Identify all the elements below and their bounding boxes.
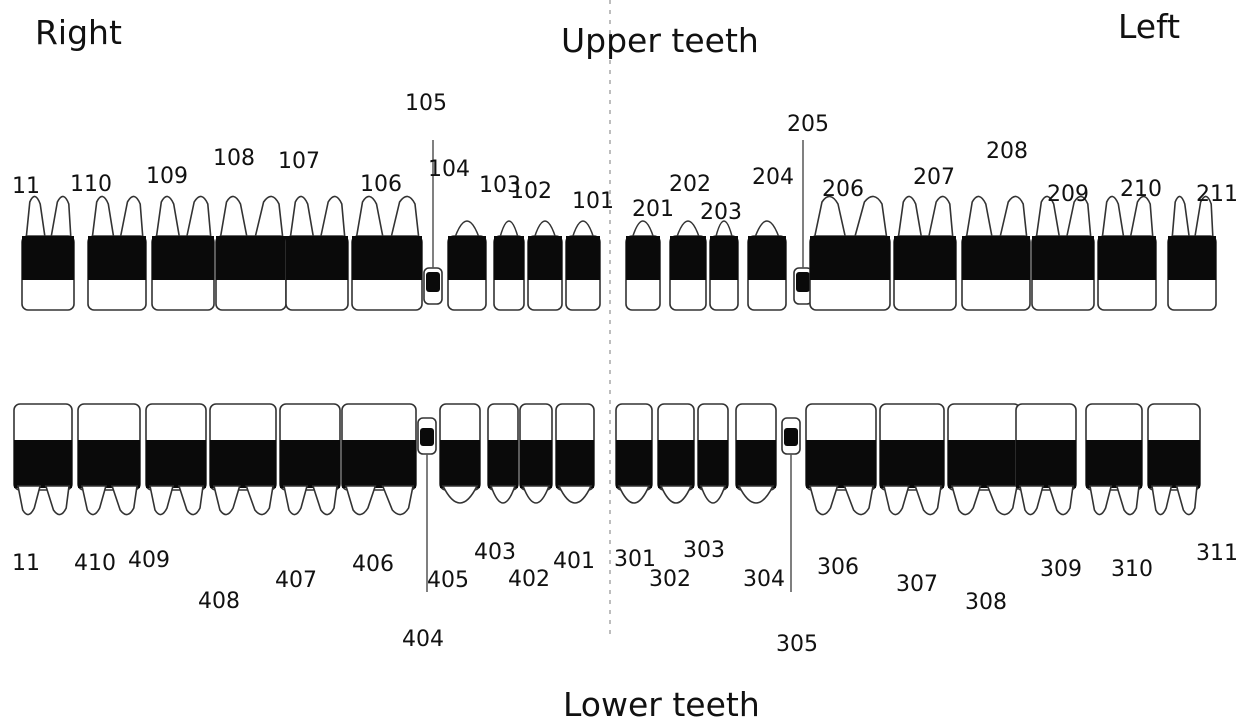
tooth-label-211: 211 (1196, 182, 1238, 207)
tooth-206 (810, 196, 890, 310)
tooth-407 (280, 404, 340, 515)
tooth-108 (216, 196, 286, 310)
tooth-label-109: 109 (146, 164, 188, 189)
tooth-label-308: 308 (965, 590, 1007, 615)
tooth-label-307: 307 (896, 572, 938, 597)
tooth-403 (488, 404, 518, 503)
tooth-401 (556, 404, 594, 503)
tooth-label-208: 208 (986, 139, 1028, 164)
tooth-label-402: 402 (508, 567, 550, 592)
tooth-105 (424, 268, 442, 304)
tooth-label-404: 404 (402, 627, 444, 652)
tooth-101 (566, 221, 600, 310)
tooth-203 (710, 221, 738, 310)
tooth-204 (748, 221, 786, 310)
tooth-409 (146, 404, 206, 515)
tooth-label-302: 302 (649, 567, 691, 592)
tooth-label-104: 104 (428, 157, 470, 182)
tooth-311 (1148, 404, 1200, 515)
tooth-label-306: 306 (817, 555, 859, 580)
tooth-310 (1086, 404, 1142, 515)
tooth-406 (342, 404, 416, 515)
tooth-308 (948, 404, 1020, 515)
tooth-107 (286, 196, 348, 310)
side-right-label: Right (35, 13, 122, 52)
tooth-201 (626, 221, 660, 310)
tooth-label-202: 202 (669, 172, 711, 197)
tooth-405 (418, 418, 436, 454)
tooth-label-310: 310 (1111, 557, 1153, 582)
tooth-306 (806, 404, 876, 515)
tooth-309 (1016, 404, 1076, 515)
tooth-label-203: 203 (700, 200, 742, 225)
tooth-209 (1032, 196, 1094, 310)
tooth-410 (78, 404, 140, 515)
tooth-109 (152, 196, 214, 310)
tooth-104 (448, 221, 486, 310)
tooth-202 (670, 221, 706, 310)
tooth-label-105: 105 (405, 91, 447, 116)
upper-teeth-heading: Upper teeth (561, 21, 759, 60)
tooth-label-409: 409 (128, 548, 170, 573)
tooth-label-403: 403 (474, 540, 516, 565)
tooth-label-406: 406 (352, 552, 394, 577)
tooth-307 (880, 404, 944, 515)
tooth-103 (494, 221, 524, 310)
tooth-402 (520, 404, 552, 503)
tooth-302 (658, 404, 694, 503)
tooth-label-204: 204 (752, 165, 794, 190)
lower-teeth-heading: Lower teeth (563, 685, 760, 723)
side-left-label: Left (1118, 7, 1180, 46)
tooth-label-107: 107 (278, 149, 320, 174)
tooth-label-201: 201 (632, 197, 674, 222)
tooth-label-210: 210 (1120, 177, 1162, 202)
tooth-label-311: 311 (1196, 541, 1238, 566)
tooth-208 (962, 196, 1030, 310)
tooth-304 (736, 404, 776, 503)
tooth-label-209: 209 (1047, 182, 1089, 207)
tooth-label-408: 408 (198, 589, 240, 614)
tooth-408 (210, 404, 276, 515)
tooth-110 (88, 196, 146, 310)
tooth-303 (698, 404, 728, 503)
tooth-label-304: 304 (743, 567, 785, 592)
tooth-label-303: 303 (683, 538, 725, 563)
tooth-label-108: 108 (213, 146, 255, 171)
tooth-label-305: 305 (776, 632, 818, 657)
tooth-11 (22, 196, 74, 310)
tooth-11 (14, 404, 72, 515)
tooth-label-11: 11 (12, 174, 40, 199)
tooth-label-401: 401 (553, 549, 595, 574)
tooth-106 (352, 196, 422, 310)
tooth-label-102: 102 (510, 179, 552, 204)
tooth-label-410: 410 (74, 551, 116, 576)
tooth-label-207: 207 (913, 165, 955, 190)
tooth-label-405: 405 (427, 568, 469, 593)
tooth-207 (894, 196, 956, 310)
tooth-label-101: 101 (572, 189, 614, 214)
tooth-label-309: 309 (1040, 557, 1082, 582)
tooth-label-205: 205 (787, 112, 829, 137)
tooth-label-11: 11 (12, 551, 40, 576)
tooth-404 (440, 404, 480, 503)
tooth-301 (616, 404, 652, 503)
tooth-305 (782, 418, 800, 454)
tooth-label-206: 206 (822, 177, 864, 202)
tooth-label-106: 106 (360, 172, 402, 197)
tooth-210 (1098, 196, 1156, 310)
tooth-102 (528, 221, 562, 310)
tooth-label-110: 110 (70, 172, 112, 197)
tooth-label-407: 407 (275, 568, 317, 593)
tooth-211 (1168, 196, 1216, 310)
